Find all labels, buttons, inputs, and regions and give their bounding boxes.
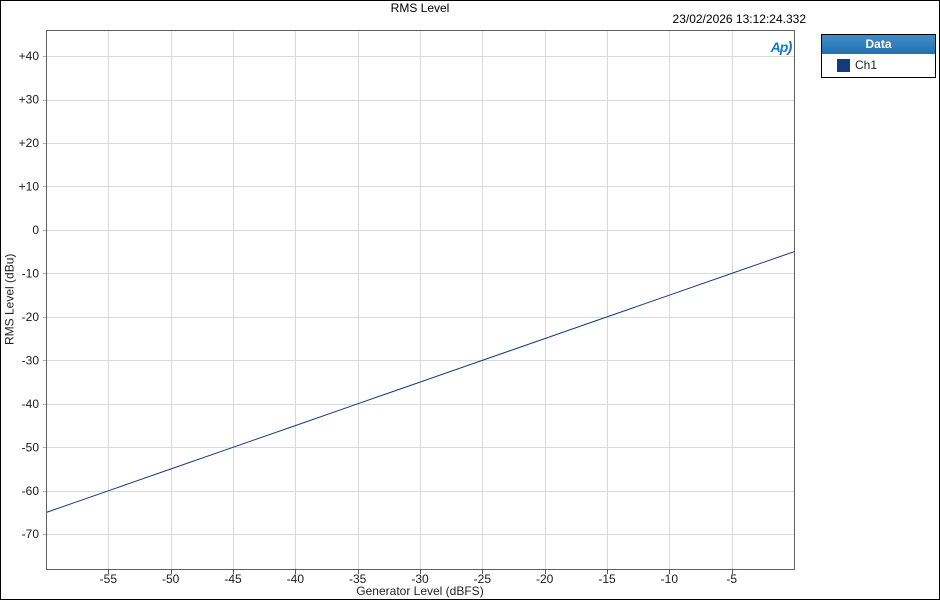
y-tick-label: -30 (22, 353, 40, 367)
y-tick-label: -10 (22, 266, 40, 280)
y-tick-label: -60 (22, 484, 40, 498)
x-tick-label: -15 (598, 572, 616, 586)
y-tick-label: -50 (22, 440, 40, 454)
x-tick-label: -55 (100, 572, 118, 586)
x-axis-title: Generator Level (dBFS) (356, 584, 484, 598)
series-color-swatch (837, 58, 850, 72)
series-line-ch1 (45, 251, 795, 513)
y-axis-title: RMS Level (dBu) (2, 253, 17, 346)
legend-item-ch1[interactable]: Ch1 (822, 54, 935, 77)
y-tick-label: -40 (22, 397, 40, 411)
x-tick-label: -30 (411, 572, 429, 586)
y-tick-label: +20 (19, 136, 40, 150)
axis-ticks: -55 -50 -45 -40 -35 -30 -25 -20 -15 -10 -5 +40 +30 +2… (19, 49, 738, 586)
gridlines (46, 30, 794, 569)
ap-logo-text: Ap (770, 39, 789, 55)
chart-title: RMS Level (390, 1, 450, 15)
y-tick-label: -70 (22, 527, 40, 541)
x-tick-label: -50 (162, 572, 180, 586)
y-tick-label: +10 (19, 179, 40, 193)
legend-item-label: Ch1 (855, 58, 878, 72)
y-tick-label: +40 (19, 49, 40, 63)
x-tick-label: -10 (661, 572, 679, 586)
y-tick-label: -20 (22, 310, 40, 324)
x-tick-label: -5 (726, 572, 737, 586)
ap-logo: Ap) (764, 39, 798, 59)
x-tick-label: -35 (349, 572, 367, 586)
x-tick-label: -45 (224, 572, 242, 586)
timestamp: 23/02/2026 13:12:24.332 (672, 12, 806, 26)
legend-header: Data (822, 35, 935, 54)
x-tick-label: -20 (536, 572, 554, 586)
legend-panel: Data Ch1 (821, 34, 936, 78)
legend-body: Ch1 (822, 54, 935, 77)
y-tick-label: +30 (19, 93, 40, 107)
ap-logo-swoosh-icon: ) (787, 39, 792, 56)
x-tick-label: -25 (474, 572, 492, 586)
y-tick-label: 0 (32, 223, 39, 237)
x-tick-label: -40 (287, 572, 305, 586)
